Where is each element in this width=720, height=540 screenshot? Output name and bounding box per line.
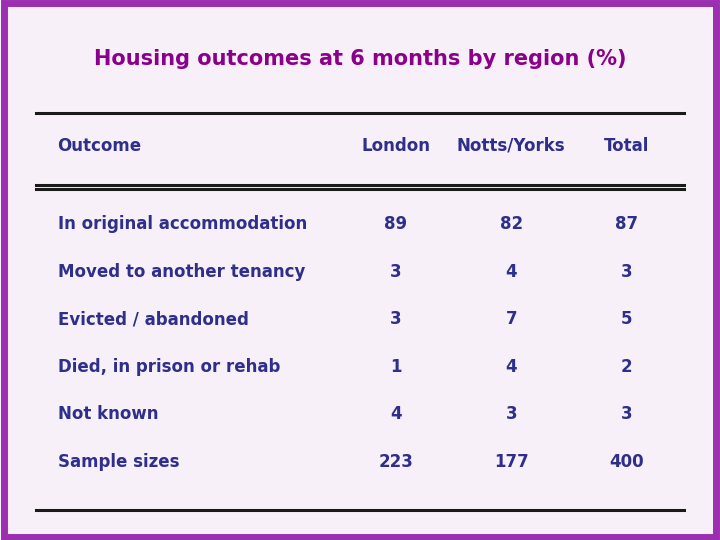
- Text: Sample sizes: Sample sizes: [58, 453, 179, 471]
- Text: Evicted / abandoned: Evicted / abandoned: [58, 310, 248, 328]
- Text: London: London: [361, 137, 431, 155]
- Text: 2: 2: [621, 357, 632, 376]
- Text: 400: 400: [609, 453, 644, 471]
- Text: 89: 89: [384, 215, 408, 233]
- Text: 3: 3: [621, 405, 632, 423]
- Text: 4: 4: [390, 405, 402, 423]
- Text: Notts/Yorks: Notts/Yorks: [457, 137, 565, 155]
- Text: Outcome: Outcome: [58, 137, 142, 155]
- Text: 3: 3: [505, 405, 517, 423]
- Text: Moved to another tenancy: Moved to another tenancy: [58, 262, 305, 281]
- Text: 4: 4: [505, 357, 517, 376]
- Text: 3: 3: [390, 310, 402, 328]
- Text: 1: 1: [390, 357, 402, 376]
- Text: 7: 7: [505, 310, 517, 328]
- Text: 87: 87: [615, 215, 638, 233]
- Text: 3: 3: [390, 262, 402, 281]
- Text: 177: 177: [494, 453, 528, 471]
- Text: In original accommodation: In original accommodation: [58, 215, 307, 233]
- Text: 4: 4: [505, 262, 517, 281]
- Text: 82: 82: [500, 215, 523, 233]
- Text: Total: Total: [603, 137, 649, 155]
- Text: Died, in prison or rehab: Died, in prison or rehab: [58, 357, 280, 376]
- Text: Housing outcomes at 6 months by region (%): Housing outcomes at 6 months by region (…: [94, 49, 626, 70]
- Text: 3: 3: [621, 262, 632, 281]
- Text: 5: 5: [621, 310, 632, 328]
- Text: Not known: Not known: [58, 405, 158, 423]
- Text: 223: 223: [379, 453, 413, 471]
